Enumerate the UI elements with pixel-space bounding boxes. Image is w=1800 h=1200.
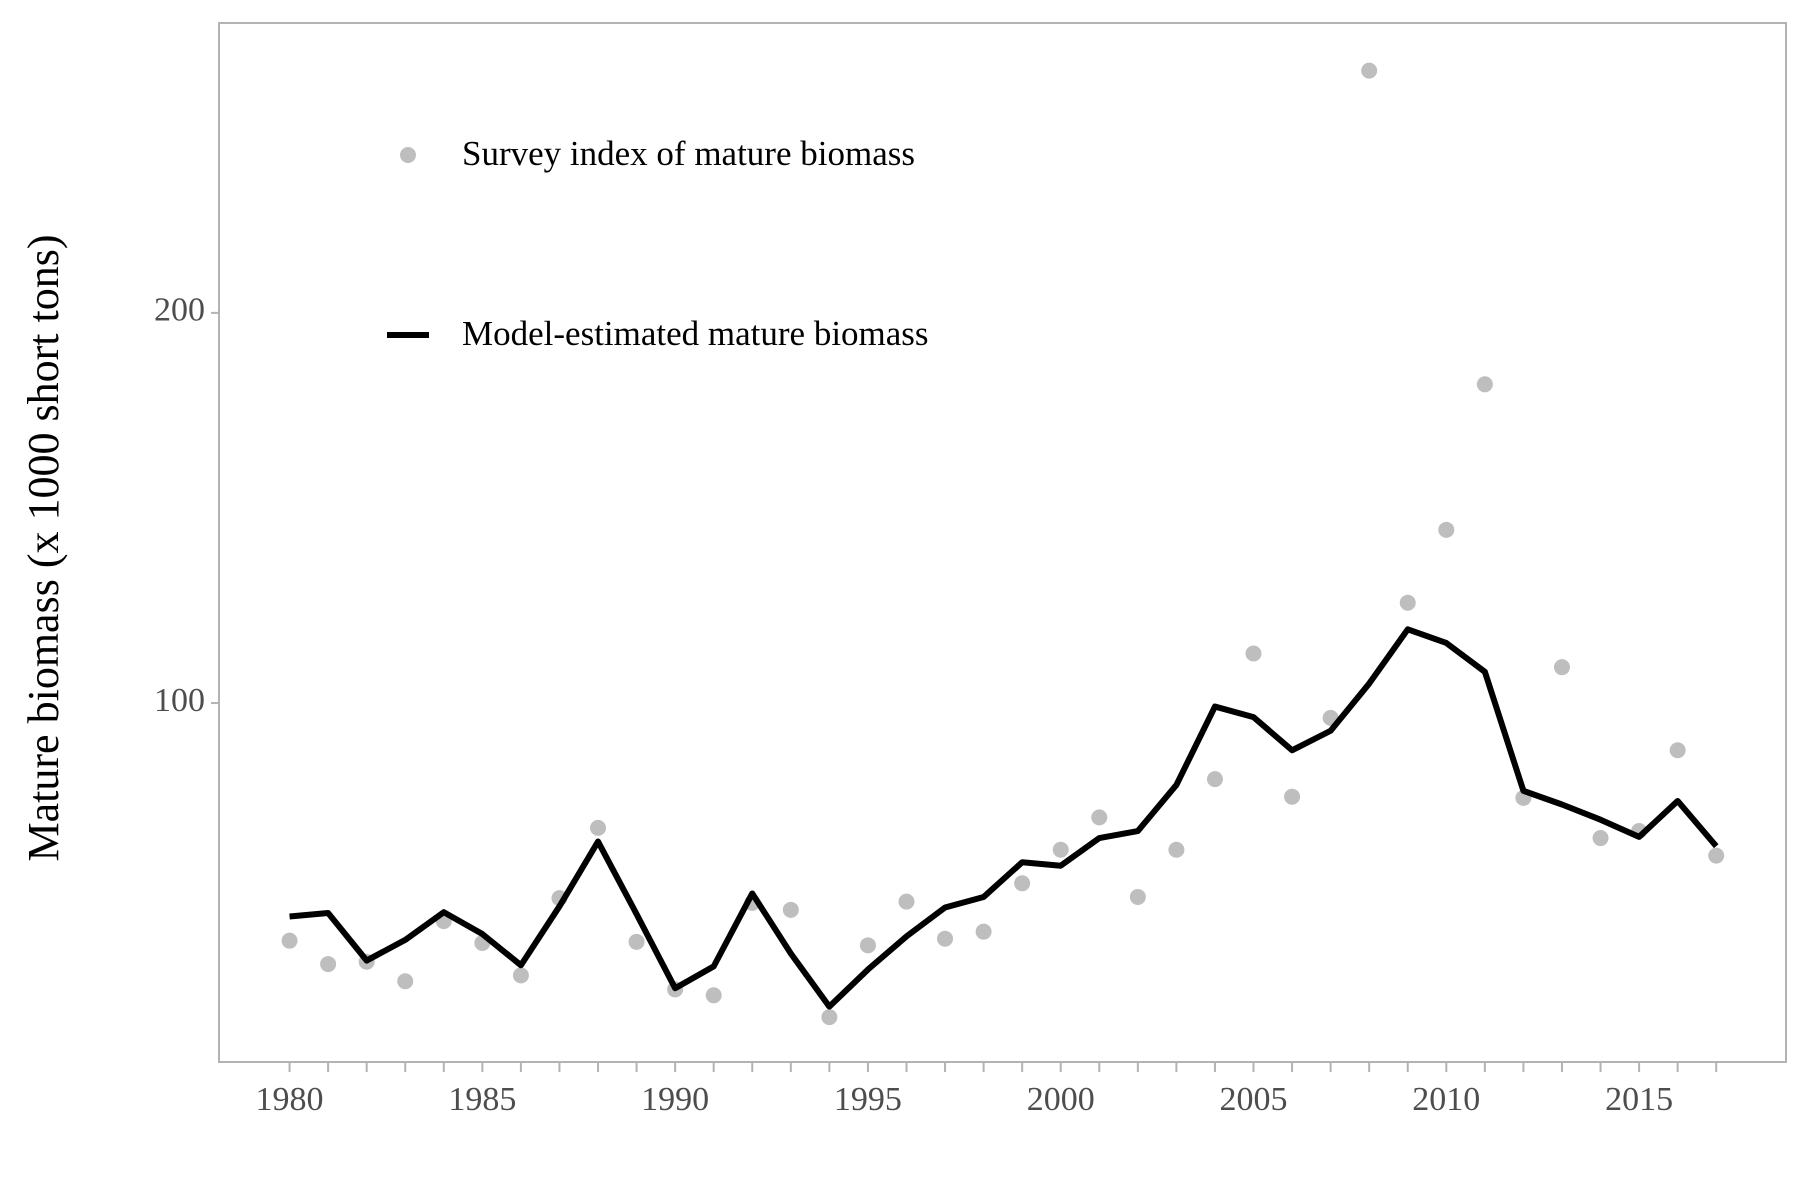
y-axis-label: Mature biomass (x 1000 short tons) — [19, 235, 68, 862]
survey-point — [1476, 376, 1493, 393]
survey-point — [937, 930, 954, 947]
survey-point — [1669, 742, 1686, 759]
survey-point — [1361, 62, 1378, 79]
survey-point — [1553, 659, 1570, 676]
survey-point — [975, 923, 992, 940]
x-tick-label: 2000 — [1027, 1081, 1095, 1118]
survey-point — [1438, 521, 1455, 538]
x-tick-label: 1980 — [256, 1081, 324, 1118]
model-line — [289, 626, 1719, 1010]
survey-point — [1399, 594, 1416, 611]
legend-label: Model-estimated mature biomass — [462, 314, 929, 353]
survey-point — [1129, 888, 1146, 905]
plot-border — [218, 22, 1787, 1063]
survey-point — [782, 901, 799, 918]
survey-point — [1592, 830, 1609, 847]
survey-point — [1708, 847, 1725, 864]
x-tick-label: 1985 — [448, 1081, 516, 1118]
survey-point — [859, 937, 876, 954]
survey-point — [1014, 875, 1031, 892]
survey-point — [320, 956, 337, 973]
survey-point — [821, 1009, 838, 1026]
legend-key — [400, 147, 416, 163]
survey-point — [898, 893, 915, 910]
x-tick-label: 2005 — [1220, 1081, 1288, 1118]
survey-point — [628, 933, 645, 950]
survey-point — [1206, 771, 1223, 788]
survey-point — [590, 819, 607, 836]
survey-point — [1245, 645, 1262, 662]
survey-point — [397, 973, 414, 990]
survey-point — [705, 987, 722, 1004]
survey-point — [1091, 809, 1108, 826]
x-tick-label: 2015 — [1605, 1081, 1673, 1118]
legend-label: Survey index of mature biomass — [462, 134, 915, 173]
y-tick-label: 100 — [154, 682, 205, 719]
survey-point — [1168, 841, 1185, 858]
x-tick-label: 1995 — [834, 1081, 902, 1118]
y-tick-label: 200 — [154, 292, 205, 329]
x-tick-label: 1990 — [641, 1081, 709, 1118]
survey-point — [281, 932, 298, 949]
survey-point — [1284, 788, 1301, 805]
survey-point — [512, 967, 529, 984]
x-tick-label: 2010 — [1412, 1081, 1480, 1118]
survey-point — [1052, 841, 1069, 858]
